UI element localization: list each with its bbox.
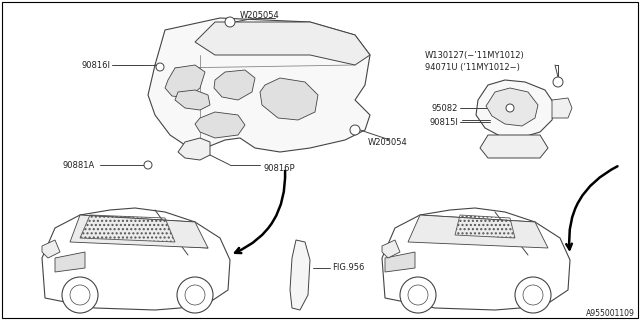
Polygon shape bbox=[178, 138, 210, 160]
Polygon shape bbox=[260, 78, 318, 120]
Polygon shape bbox=[480, 135, 548, 158]
Text: 90815I: 90815I bbox=[429, 117, 458, 126]
Text: W205054: W205054 bbox=[240, 11, 280, 20]
Polygon shape bbox=[42, 240, 60, 258]
Polygon shape bbox=[148, 18, 370, 152]
Circle shape bbox=[225, 17, 235, 27]
Polygon shape bbox=[70, 215, 208, 248]
Circle shape bbox=[144, 161, 152, 169]
Circle shape bbox=[70, 285, 90, 305]
Circle shape bbox=[62, 277, 98, 313]
Circle shape bbox=[177, 277, 213, 313]
Polygon shape bbox=[165, 65, 205, 98]
Circle shape bbox=[515, 277, 551, 313]
Polygon shape bbox=[290, 240, 310, 310]
Text: W205054: W205054 bbox=[368, 138, 408, 147]
Text: 90816I: 90816I bbox=[81, 60, 110, 69]
Text: FIG.956: FIG.956 bbox=[332, 263, 364, 273]
Text: 94071U (’11MY1012−): 94071U (’11MY1012−) bbox=[425, 62, 520, 71]
Circle shape bbox=[185, 285, 205, 305]
Polygon shape bbox=[552, 98, 572, 118]
Circle shape bbox=[156, 63, 164, 71]
Polygon shape bbox=[175, 90, 210, 110]
Circle shape bbox=[506, 104, 514, 112]
Polygon shape bbox=[486, 88, 538, 126]
Text: 90816P: 90816P bbox=[263, 164, 294, 172]
Polygon shape bbox=[214, 70, 255, 100]
Circle shape bbox=[400, 277, 436, 313]
Circle shape bbox=[553, 77, 563, 87]
Text: A955001109: A955001109 bbox=[586, 309, 635, 318]
Circle shape bbox=[408, 285, 428, 305]
Polygon shape bbox=[55, 252, 85, 272]
Polygon shape bbox=[408, 215, 548, 248]
Circle shape bbox=[350, 125, 360, 135]
Circle shape bbox=[523, 285, 543, 305]
Text: W130127(−’11MY1012): W130127(−’11MY1012) bbox=[425, 51, 525, 60]
Polygon shape bbox=[385, 252, 415, 272]
Polygon shape bbox=[195, 22, 370, 65]
Polygon shape bbox=[382, 240, 400, 258]
Text: 90881A: 90881A bbox=[63, 161, 95, 170]
Text: 95082: 95082 bbox=[431, 103, 458, 113]
Polygon shape bbox=[476, 80, 555, 138]
Polygon shape bbox=[195, 112, 245, 138]
